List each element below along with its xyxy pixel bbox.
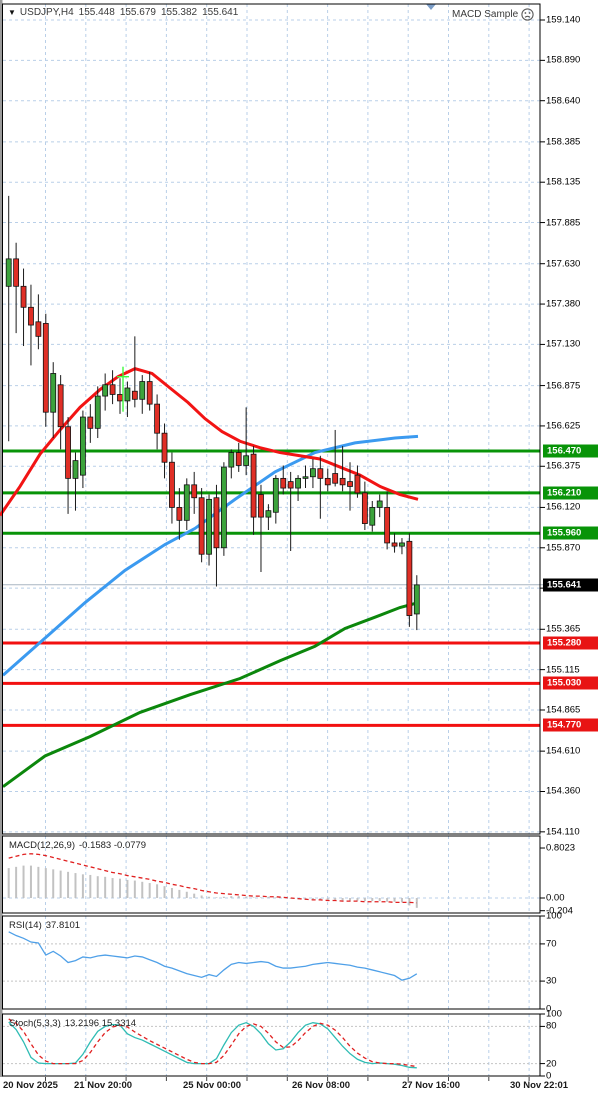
candle-bear [332,473,339,484]
candle-bull [376,500,383,508]
candle-bull [310,468,316,478]
candle-bear [57,384,64,428]
candle-bear [176,507,183,521]
candle-bear [213,497,220,549]
indicator-line [8,1018,417,1068]
candle-bear [258,494,264,518]
candle-bull [206,498,212,555]
candle-bull [243,455,250,466]
candle-bear [384,507,391,544]
candle-bull [369,507,376,526]
candle-bear [13,258,20,287]
candle-bull [295,477,301,489]
sad-face-icon[interactable] [521,8,534,21]
candle-bear [154,403,161,434]
candle-bull [272,477,279,513]
candle-bear [391,542,398,547]
candle-bear [20,285,27,308]
candle-bear [131,390,138,400]
candle-bear [280,477,287,489]
candle-bear [339,477,346,486]
candle-bull [72,460,79,479]
scroll-position-icon [426,4,436,10]
candle-bear [406,540,413,616]
candle-bear [35,321,42,337]
candle-bear [87,416,94,429]
candle-bull [94,395,101,429]
candle-bear [146,381,153,405]
candle-bull [5,258,12,287]
candle-bear [347,481,353,487]
candle-bear [109,384,116,395]
candle-bear [354,474,361,494]
candle-bear [28,306,34,326]
candle-bear [191,484,198,499]
indicator-line [8,1021,417,1069]
candle-bear [65,426,71,479]
candle-bear [117,394,123,402]
indicator-line [8,853,417,904]
candle-bear [161,432,168,463]
candle-bear [169,461,175,508]
candle-bear [42,323,49,413]
candle-bull [302,476,309,479]
candle-bull [124,387,131,402]
candle-bear [198,497,205,555]
candle-bear [250,453,257,518]
candle-bear [324,477,331,486]
candle-bear [361,492,368,524]
indicator-line [0,367,419,517]
candle-bull [50,373,57,413]
indicator-line [2,601,419,788]
candle-bull [413,584,420,615]
candle-bull [265,510,272,518]
candle-bull [183,484,190,521]
candle-bear [287,481,294,489]
candle-bull [228,452,235,468]
candle-bear [317,468,324,479]
indicator-line [8,931,418,981]
candle-bull [399,542,405,547]
candle-bull [220,466,227,549]
candle-bull [139,381,146,400]
candle-bull [102,384,109,397]
candle-bull [80,416,86,476]
candle-bear [235,452,242,466]
